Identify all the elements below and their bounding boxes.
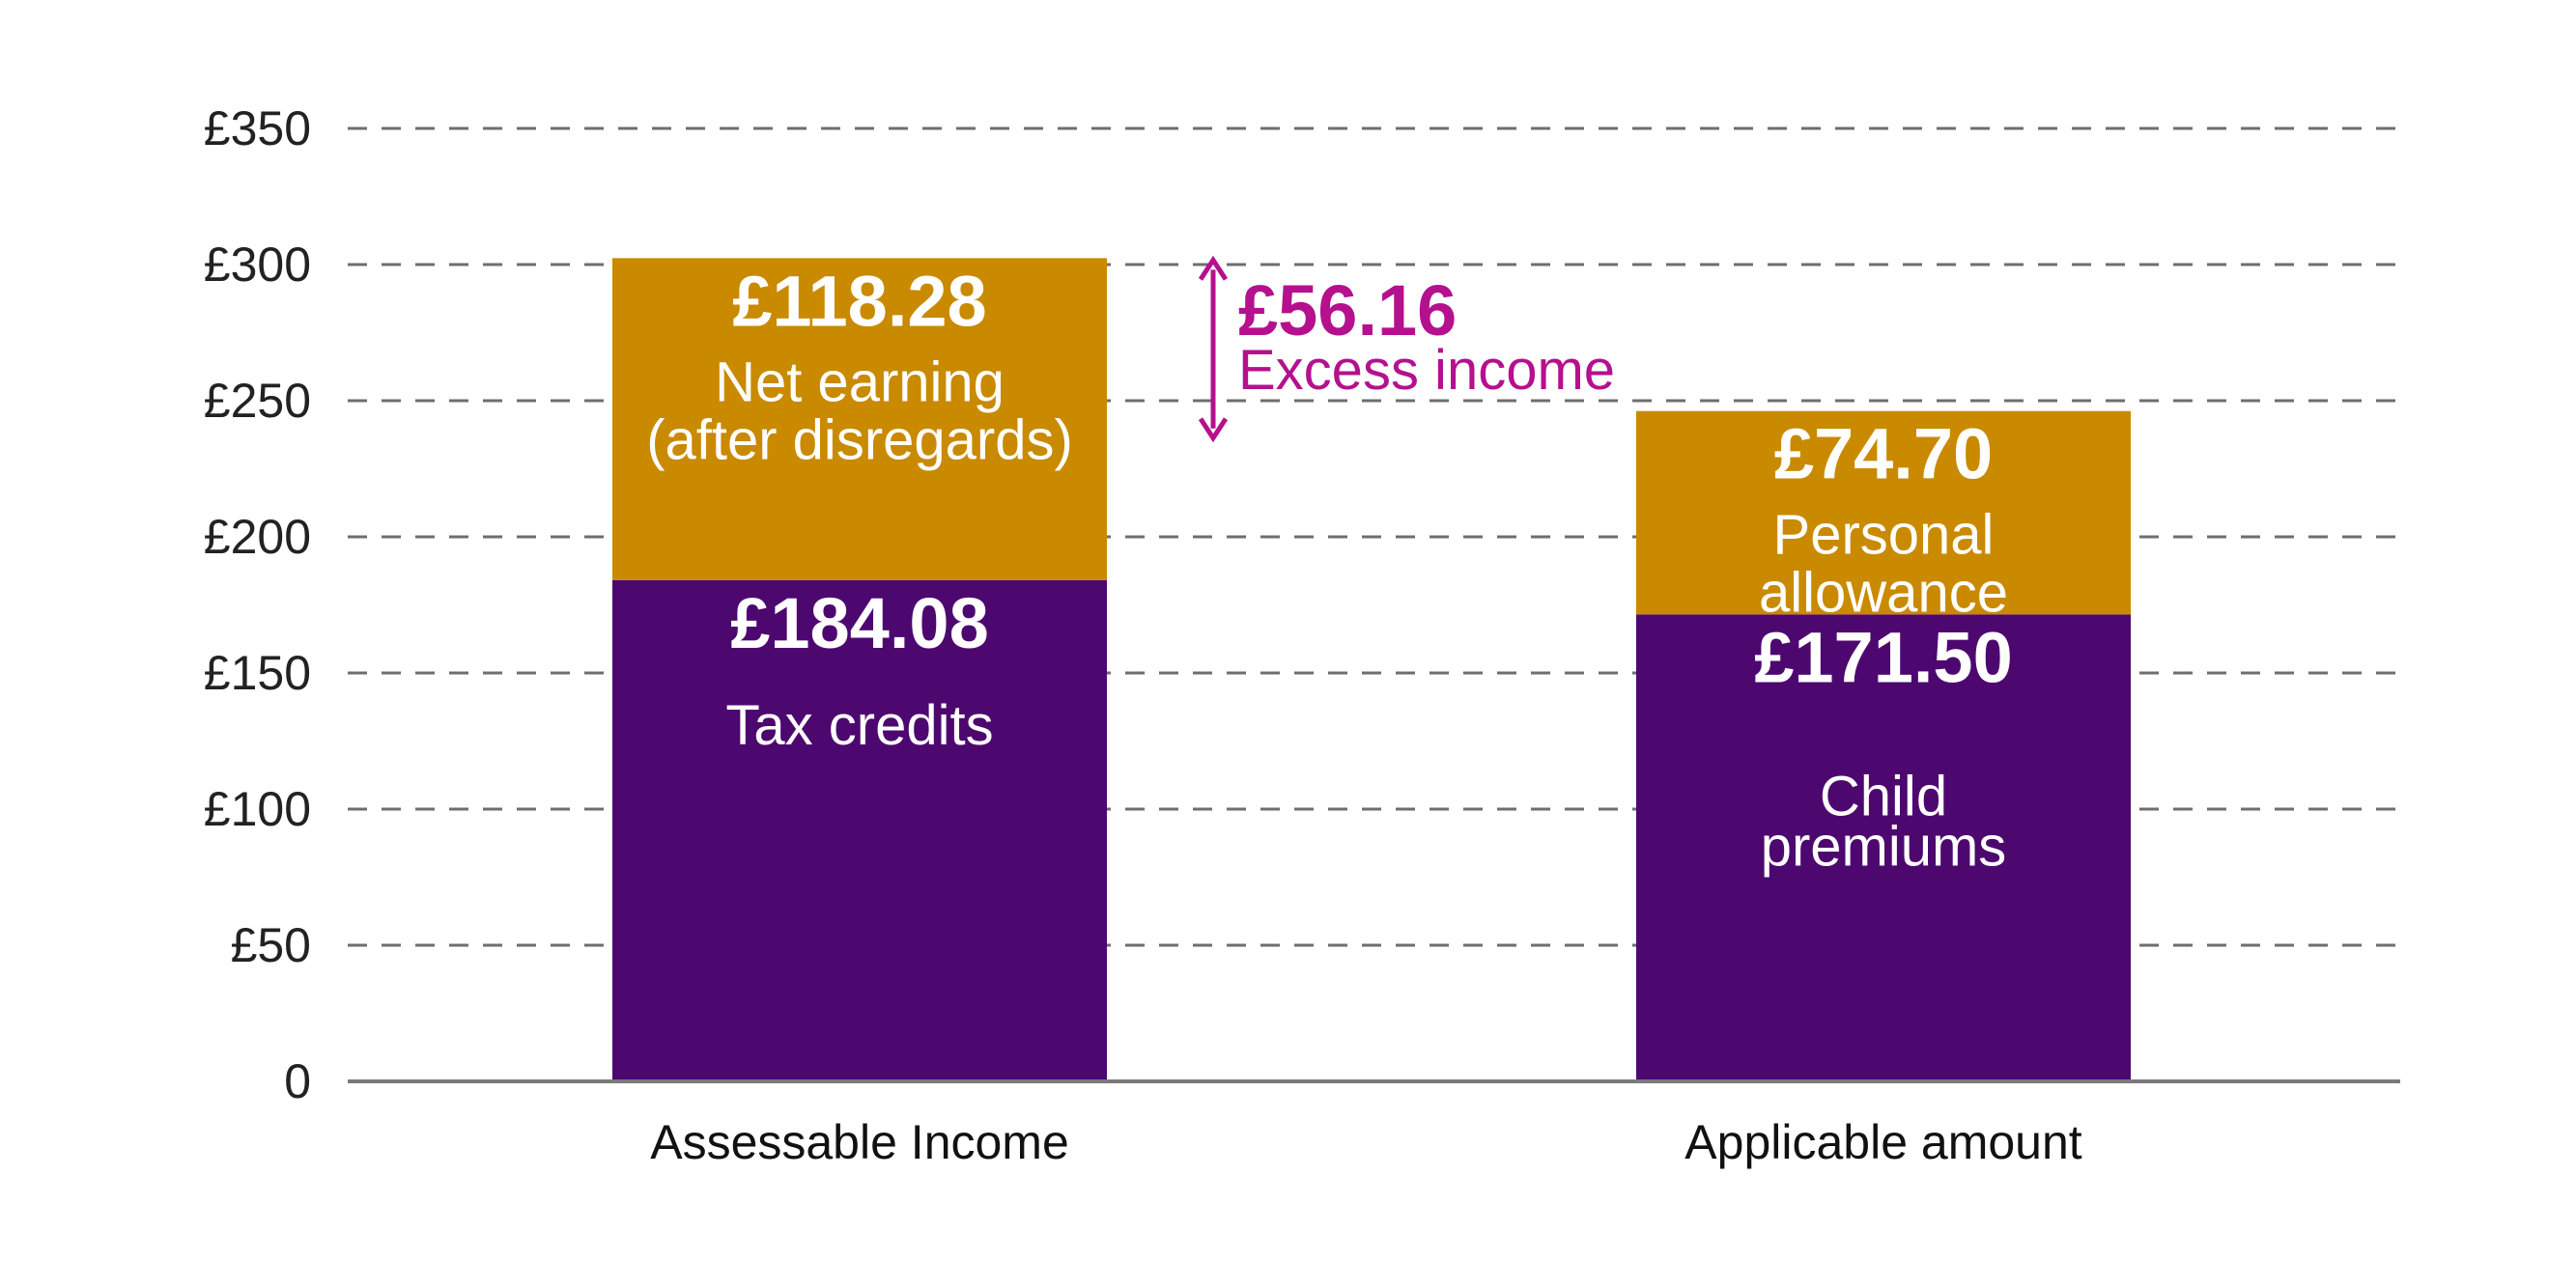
y-tick-label: £300 [204, 238, 311, 292]
x-category-label: Applicable amount [1684, 1115, 2081, 1169]
bar-segment [1636, 410, 2131, 615]
y-tick-label: 0 [284, 1054, 311, 1108]
bar-value-label: £171.50 [1754, 617, 2013, 697]
y-tick-label: £250 [204, 374, 311, 428]
bar-segment-label: allowance [1759, 562, 2008, 625]
bar-value-label: £184.08 [730, 583, 989, 663]
bar-segment [612, 258, 1107, 580]
annotation-value: £56.16 [1238, 270, 1457, 350]
bar-segment-label: (after disregards) [646, 408, 1073, 471]
annotation-label: Excess income [1238, 339, 1615, 402]
y-tick-label: £50 [231, 918, 311, 972]
y-tick-label: £200 [204, 510, 311, 564]
bar-segment [1636, 614, 2131, 1081]
y-tick-label: £350 [204, 101, 311, 155]
bar-segment-label: Net earning [715, 350, 1005, 413]
y-tick-label: £100 [204, 782, 311, 836]
bar-segment-label: premiums [1761, 815, 2007, 878]
bar-value-label: £74.70 [1774, 414, 1993, 494]
x-category-label: Assessable Income [650, 1115, 1069, 1169]
bar-segment-label: Child [1820, 765, 1947, 827]
x-axis-categories: Assessable Income Applicable amount [650, 1115, 2082, 1169]
annotation-arrow-head-down [1198, 417, 1229, 443]
bar-value-label: £118.28 [732, 261, 986, 341]
bar-segment-label: Personal [1773, 504, 1995, 567]
bar-segment [612, 579, 1107, 1081]
annotation-arrow-head-up [1198, 255, 1229, 281]
bar-segment-label: Tax credits [725, 694, 993, 757]
y-axis-ticks: 0 £50 £100 £150 £200 £250 £300 £350 [204, 101, 311, 1108]
y-tick-label: £150 [204, 646, 311, 700]
bars: £184.08 Tax credits £118.28 Net earning(aft… [612, 258, 2131, 1081]
